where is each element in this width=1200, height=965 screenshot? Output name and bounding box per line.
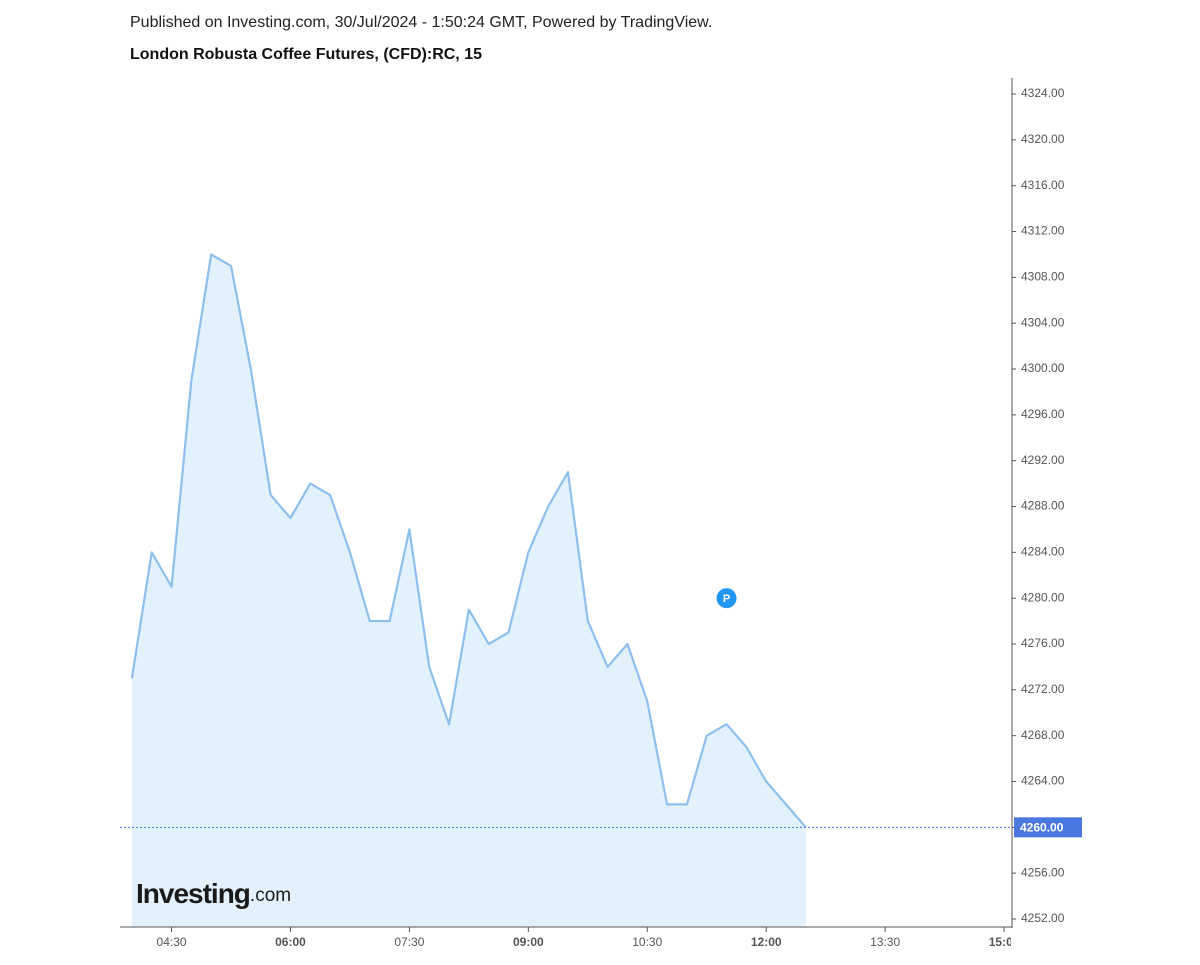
y-tick-label: 4280.00 <box>1021 590 1065 604</box>
y-tick-label: 4300.00 <box>1021 361 1065 375</box>
chart-title: London Robusta Coffee Futures, (CFD):RC,… <box>130 46 482 63</box>
annotation-marker <box>716 588 737 609</box>
price-line <box>130 253 807 829</box>
y-tick-label: 4252.00 <box>1021 911 1065 925</box>
last-price-label: 4260.00 <box>1020 820 1064 834</box>
x-tick-label: 07:30 <box>394 935 424 949</box>
y-tick-label: 4264.00 <box>1021 774 1065 788</box>
area-fill <box>131 254 806 928</box>
y-tick-label: 4256.00 <box>1021 865 1065 879</box>
y-tick-label: 4324.00 <box>1021 86 1065 100</box>
y-tick-label: 4272.00 <box>1021 682 1065 696</box>
x-tick-label: 15:00 <box>989 935 1020 949</box>
y-tick-label: 4320.00 <box>1021 132 1065 146</box>
x-tick-group: 04:30 06:00 07:30 09:00 10:30 12:00 13:30 15:00 <box>157 935 1020 949</box>
y-tick-label: 4284.00 <box>1021 545 1065 559</box>
x-tick-label: 06:00 <box>275 935 306 949</box>
y-tick-label: 4296.00 <box>1021 407 1065 421</box>
x-tick-label: 09:00 <box>513 935 544 949</box>
annotation-label: P <box>723 593 730 605</box>
y-tick-label: 4276.00 <box>1021 636 1065 650</box>
x-tick-label: 10:30 <box>632 935 662 949</box>
y-tick-label: 4292.00 <box>1021 453 1065 467</box>
watermark: Investing.com <box>136 878 291 909</box>
published-line: Published on Investing.com, 30/Jul/2024 … <box>130 14 712 31</box>
x-tick-label: 04:30 <box>157 935 187 949</box>
watermark-suffix: .com <box>250 885 291 906</box>
last-price-box <box>1014 817 1082 838</box>
y-tick-label: 4312.00 <box>1021 224 1065 238</box>
y-tick-label: 4288.00 <box>1021 499 1065 513</box>
y-tick-label: 4304.00 <box>1021 315 1065 329</box>
y-tick-label: 4268.00 <box>1021 728 1065 742</box>
y-tick-label: 4316.00 <box>1021 178 1065 192</box>
x-tick-label: 13:30 <box>870 935 900 949</box>
plot-area <box>130 253 807 928</box>
x-tick-label: 12:00 <box>751 935 782 949</box>
y-tick-label: 4308.00 <box>1021 270 1065 284</box>
watermark-brand: Investing <box>136 878 250 909</box>
